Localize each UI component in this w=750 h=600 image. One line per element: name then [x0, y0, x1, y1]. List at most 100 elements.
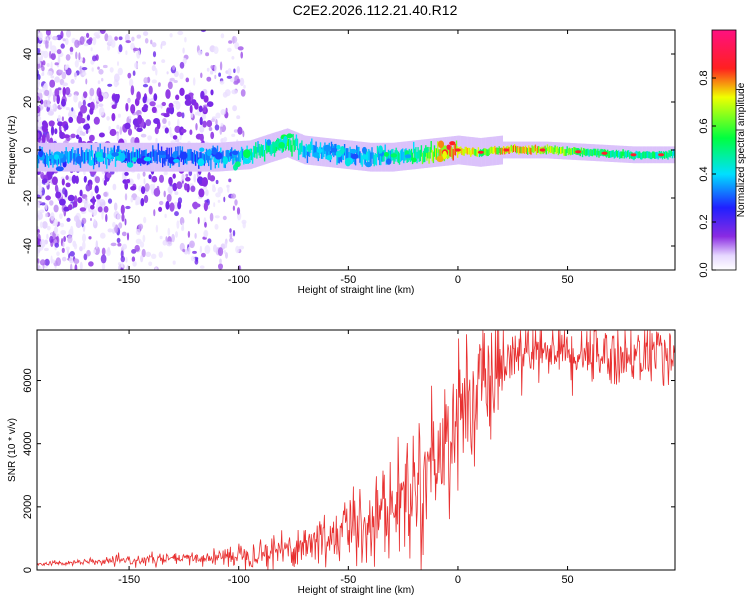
spectrogram-scatter-point — [37, 116, 42, 121]
spectrogram-scatter-point — [40, 239, 46, 248]
spectrogram-scatter-point — [109, 67, 114, 73]
spectrogram-blob — [362, 146, 367, 154]
spectrogram-scatter-point — [101, 263, 106, 270]
spectrogram-ridge-segment — [528, 145, 530, 153]
spectrogram-scatter-point — [76, 115, 83, 124]
spectrogram-scatter-point — [122, 243, 127, 250]
spectrogram-scatter-point — [103, 179, 107, 186]
spectrogram-halo-segment — [297, 132, 300, 162]
spectrogram-ridge-segment — [129, 153, 131, 165]
spectrogram-ridge-segment — [520, 146, 522, 154]
spectrogram-ridge-segment — [288, 139, 290, 151]
spectrogram-ridge-segment — [114, 155, 117, 167]
spectrogram-scatter-point — [207, 238, 212, 244]
spectrogram-ridge-segment — [383, 149, 385, 162]
spectrogram-ridge-segment — [655, 152, 657, 159]
spectrogram-scatter-point — [110, 242, 117, 247]
spectrogram-ridge-segment — [208, 154, 210, 167]
spectrogram-scatter-point — [140, 254, 144, 263]
spectrogram-scatter-point — [182, 57, 187, 65]
spectrogram-ridge-segment — [138, 148, 141, 160]
spectrogram-blob — [211, 147, 217, 155]
spectrogram-scatter-point — [52, 104, 56, 110]
spectrogram-scatter-point — [162, 118, 167, 124]
spectrogram-scatter-point — [47, 110, 54, 116]
spectrogram-ridge-segment — [267, 140, 269, 153]
spectrogram-scatter-point — [39, 221, 43, 229]
spectrogram-scatter-point — [50, 52, 56, 61]
spectrogram-scatter-point — [177, 118, 180, 127]
spectrogram-ridge-segment — [510, 144, 512, 152]
spectrogram-ridge-segment — [88, 149, 90, 161]
spectrogram-scatter-point — [220, 109, 226, 116]
spectrogram-scatter-point — [44, 89, 50, 97]
spectrogram-ridge-segment — [644, 152, 646, 159]
spectrogram-scatter-point — [53, 226, 59, 234]
spectrogram-ridge-segment — [553, 147, 555, 155]
spectrogram-ridge-segment — [94, 153, 96, 166]
spectrogram-scatter-point — [142, 171, 146, 177]
spectrogram-ridge-segment — [649, 152, 652, 160]
spectrogram-scatter-point — [211, 118, 216, 122]
spectrogram-scatter-point — [140, 186, 146, 195]
spectrogram-scatter-point — [109, 128, 117, 137]
spectrogram-scatter-point — [55, 257, 61, 266]
spectrogram-scatter-point — [189, 240, 195, 249]
spectrogram-halo-segment — [113, 142, 115, 172]
spectrogram-ridge-segment — [68, 151, 71, 163]
spectrogram-ridge-segment — [467, 147, 470, 155]
spectrogram-scatter-point — [47, 170, 53, 180]
spectrogram-ridge-segment — [48, 156, 50, 168]
spectrogram-scatter-point — [107, 83, 113, 87]
spectrogram-scatter-point — [79, 65, 82, 75]
spectrogram-scatter-point — [155, 68, 158, 76]
spectrogram-scatter-point — [189, 209, 192, 214]
snr-x-tick-label: 0 — [455, 574, 461, 586]
spectrogram-ridge-segment — [488, 148, 490, 155]
spectrogram-scatter-point — [219, 128, 222, 135]
spectrogram-ridge-segment — [613, 151, 615, 159]
spectrogram-scatter-point — [143, 194, 149, 204]
colorbar-tick-label: 0.0 — [698, 262, 710, 277]
spectrogram-ridge-segment — [179, 146, 181, 158]
spectrogram-scatter-point — [48, 120, 55, 127]
spectrogram-ridge-segment — [650, 152, 653, 160]
spectrogram-scatter-point — [242, 221, 246, 229]
snr-frame — [36, 329, 676, 571]
spectrogram-scatter-point — [243, 84, 246, 89]
spectrogram-scatter-point — [40, 99, 44, 105]
spectrogram-scatter-point — [201, 114, 207, 120]
spectrogram-ridge-segment — [627, 150, 630, 157]
spectrogram-scatter-point — [83, 43, 89, 47]
spectrogram-scatter-point — [114, 73, 120, 83]
spectrogram-scatter-point — [90, 218, 92, 221]
spectrogram-blob — [442, 150, 448, 160]
snr-line-layer — [37, 330, 675, 570]
spectrogram-x-tick-label: -100 — [228, 274, 250, 286]
spectrogram-ridge-segment — [672, 149, 675, 156]
spectrogram-ridge-segment — [427, 146, 429, 159]
spectrogram-scatter-point — [111, 94, 119, 101]
spectrogram-scatter-point — [237, 126, 243, 135]
spectrogram-scatter-point — [151, 79, 157, 84]
spectrogram-ridge-segment — [607, 149, 609, 157]
spectrogram-scatter-point — [219, 80, 225, 85]
spectrogram-ridge-segment — [359, 151, 361, 163]
spectrogram-ridge-segment — [192, 152, 195, 165]
spectrogram-scatter-point — [203, 201, 208, 212]
spectrogram-y-axis-label: Frequency (Hz) — [7, 116, 18, 185]
colorbar-tick-label: 0.4 — [698, 166, 710, 181]
spectrogram-ridge-segment — [668, 150, 670, 157]
spectrogram-ridge-segment — [272, 141, 275, 153]
spectrogram-ridge-segment — [563, 149, 565, 156]
spectrogram-blob — [126, 162, 134, 168]
spectrogram-ridge-segment — [531, 145, 533, 152]
spectrogram-scatter-point — [82, 241, 86, 250]
spectrogram-scatter-point — [173, 201, 179, 210]
spectrogram-scatter-point — [165, 200, 170, 210]
spectrogram-blob — [131, 157, 138, 163]
spectrogram-scatter-point — [99, 30, 106, 34]
spectrogram-ridge-segment — [590, 149, 592, 156]
spectrogram-scatter-point — [136, 50, 141, 59]
spectrogram-scatter-point — [169, 77, 175, 82]
